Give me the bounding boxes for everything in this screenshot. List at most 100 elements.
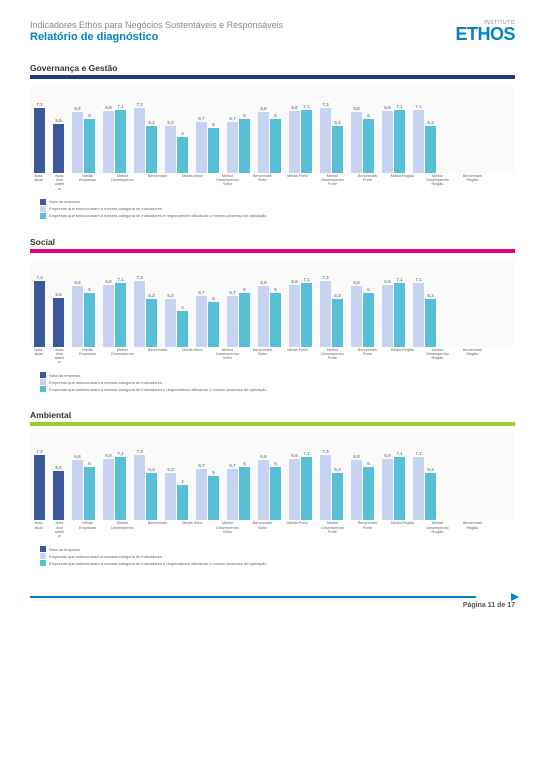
label-group: Benchmark Porte <box>352 348 383 365</box>
bar <box>177 485 188 521</box>
bar-wrap: 7,1 <box>394 451 405 520</box>
bar <box>301 110 312 173</box>
bar-value-label: 6,8 <box>74 280 80 285</box>
bar-wrap: 7,1 <box>413 277 424 346</box>
bar-group: 6,97,1 <box>287 104 314 173</box>
bar-group: 6,86 <box>70 454 97 521</box>
bar-wrap: 5,7 <box>196 116 207 173</box>
bar <box>394 283 405 346</box>
bar-value-label: 7,3 <box>36 449 42 454</box>
bar-wrap: 7,3 <box>34 449 45 520</box>
bar-value-label: 7,1 <box>415 277 421 282</box>
bar-wrap: 7,3 <box>34 102 45 173</box>
bar-value-label: 5,3 <box>148 120 154 125</box>
bar-value-label: 5,3 <box>167 120 173 125</box>
axis-label: Média Setor <box>179 521 206 538</box>
bar-wrap: 6,9 <box>289 279 300 347</box>
bar-wrap: 6,8 <box>72 280 83 347</box>
bar <box>115 283 126 346</box>
bar-group: 7,35,3 <box>318 275 345 346</box>
bar <box>34 455 45 520</box>
label-group: Média Porte <box>282 174 313 191</box>
bar-value-label: 7,1 <box>117 277 123 282</box>
axis-label: Melhor Desempenho Setor <box>214 521 241 538</box>
bar <box>208 302 219 347</box>
bar-wrap: 7,1 <box>413 451 424 520</box>
chart-legend: Nota da empresa Empresas que selecionaram… <box>30 546 515 566</box>
bar-wrap: 5,7 <box>196 463 207 520</box>
bar-wrap: 6,9 <box>103 279 114 347</box>
label-group: Melhor Desempenho Região <box>422 174 453 191</box>
bar <box>258 460 269 521</box>
label-group: Benchmark Região <box>457 174 488 191</box>
bar-group: 5,34 <box>163 120 190 173</box>
bar-value-label: 5,7 <box>198 463 204 468</box>
footer-arrow-icon <box>511 593 519 601</box>
axis-label: Média Porte <box>284 348 311 365</box>
bar-value-label: 7,1 <box>415 451 421 456</box>
bar-group: 6,86 <box>349 454 376 521</box>
label-group: Melhor Desempenho Porte <box>317 174 348 191</box>
bar <box>394 110 405 173</box>
bar-value-label: 7,3 <box>36 275 42 280</box>
bar-value-label: 5,3 <box>427 293 433 298</box>
axis-label: Média Setor <box>179 348 206 365</box>
bar-value-label: 4 <box>181 131 184 136</box>
axis-label: Nota atual <box>32 174 45 191</box>
bar-value-label: 5,5 <box>55 118 61 123</box>
axis-label: Média Empresas <box>74 174 101 191</box>
axis-label: Média Porte <box>284 521 311 538</box>
bar-value-label: 6,8 <box>260 280 266 285</box>
axis-label: Média Porte <box>284 174 311 191</box>
legend-text: Empresas que selecionaram a mesma catego… <box>49 554 162 559</box>
bar-wrap: 5,3 <box>146 120 157 173</box>
chart-labels-row: Nota atualNota Ano anteriorMédia Empresa… <box>30 348 515 365</box>
chart-legend: Nota da empresaEmpresas que selecionaram… <box>30 372 515 392</box>
bar <box>84 293 95 347</box>
label-group: Nota atual <box>30 521 47 538</box>
label-group: Média Região <box>387 174 418 191</box>
bar-value-label: 6 <box>88 113 91 118</box>
bar-wrap: 7,3 <box>34 275 45 346</box>
legend-item: Empresas que selecionaram a mesma catego… <box>40 560 515 566</box>
bar-wrap: 6,9 <box>382 279 393 347</box>
bar-wrap: 5,3 <box>425 293 436 346</box>
bar <box>34 281 45 346</box>
bar-value-label: 5 <box>212 122 215 127</box>
page-footer: Página 11 de 17 <box>30 596 515 609</box>
bar <box>289 459 300 521</box>
legend-text: Nota da empresa <box>49 199 80 204</box>
bar-value-label: 6,9 <box>384 279 390 284</box>
axis-label: Benchmark Setor <box>249 348 276 365</box>
bar-value-label: 7,3 <box>136 449 142 454</box>
axis-label: Média Região <box>389 174 416 191</box>
bar-value-label: 7,3 <box>322 102 328 107</box>
bar-wrap: 5 <box>208 296 219 347</box>
bar-value-label: 7,3 <box>322 449 328 454</box>
bar-wrap: 6,9 <box>103 453 114 521</box>
bar-value-label: 6 <box>274 113 277 118</box>
bar-group: 6,97,1 <box>380 104 407 173</box>
bar-group: 6,86 <box>70 106 97 173</box>
axis-label: Média Setor <box>179 174 206 191</box>
label-group: Melhor Desempenho Setor <box>212 521 243 538</box>
bar-value-label: 4 <box>181 479 184 484</box>
bar <box>115 457 126 520</box>
legend-text: Nota da empresa <box>49 547 80 552</box>
bar-value-label: 6,8 <box>74 106 80 111</box>
bar-group: 5,34 <box>163 467 190 520</box>
bar-group: 5,75 <box>194 290 221 347</box>
label-group: Benchmark Setor <box>247 521 278 538</box>
bar-wrap: 6 <box>84 113 95 173</box>
bar <box>332 299 343 346</box>
bar-group: 7,35,3 <box>318 449 345 520</box>
legend-text: Nota da empresa <box>49 373 80 378</box>
bar-value-label: 6,8 <box>353 280 359 285</box>
logo-main-text: ETHOS <box>455 26 515 42</box>
bar <box>289 285 300 347</box>
header-subtitle: Indicadores Ethos para Negócios Sustentá… <box>30 20 455 30</box>
bar-group: 5,5 <box>51 465 66 520</box>
bar-group: 5,76 <box>225 287 252 347</box>
bar-group: 7,35,3 <box>318 102 345 173</box>
axis-label: Nota Ano anterior <box>53 348 66 365</box>
